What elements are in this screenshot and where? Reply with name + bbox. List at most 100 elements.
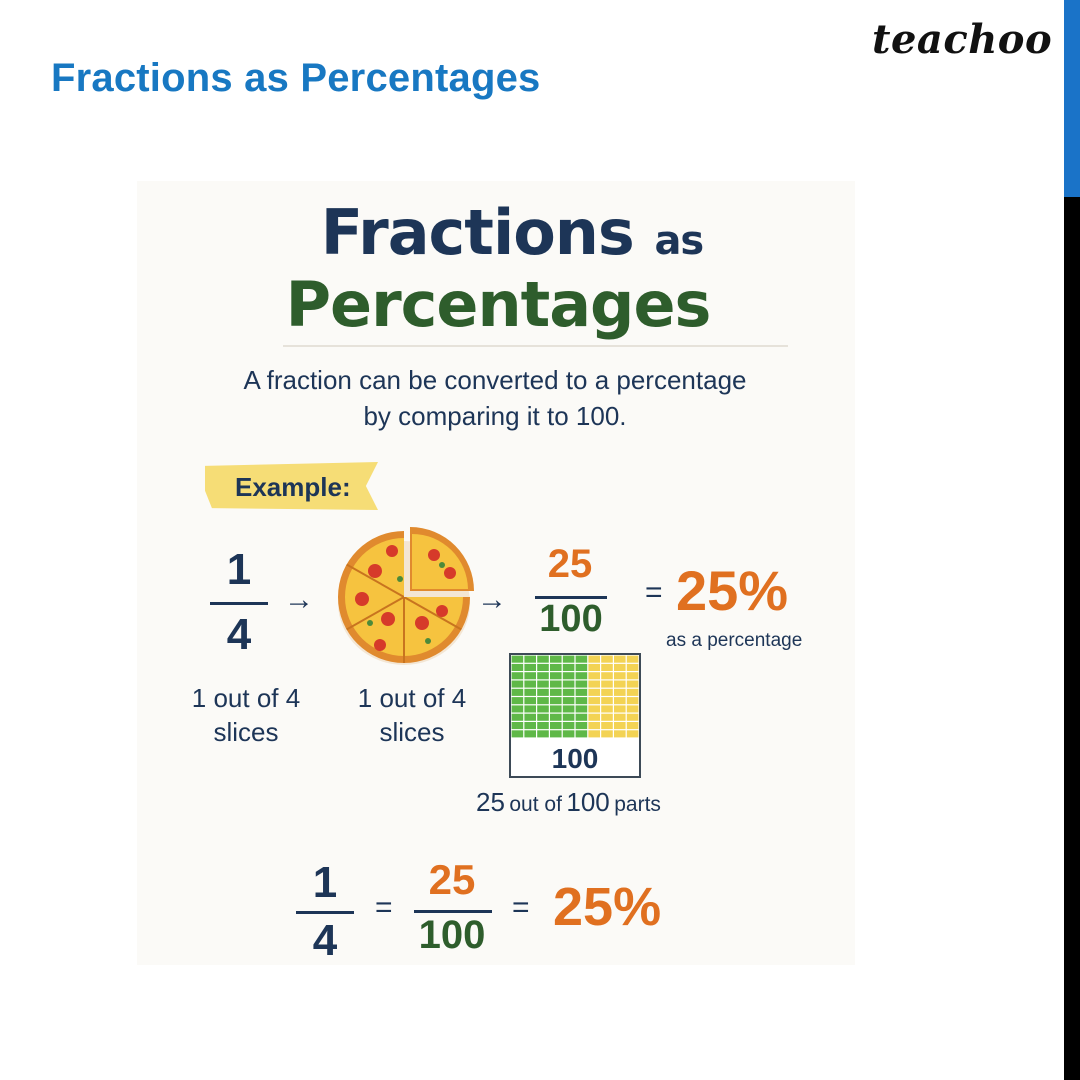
grid-cell [511, 713, 524, 721]
grid-cell [626, 697, 639, 705]
grid-cell [562, 713, 575, 721]
hundred-grid: 100 [509, 653, 641, 778]
grid-cell [524, 697, 536, 705]
grid-cell [537, 697, 549, 705]
grid-cell [626, 655, 639, 663]
side-bar [1064, 0, 1080, 1080]
grid-cell [562, 680, 575, 688]
grid-cell [562, 663, 575, 671]
grid-cell [588, 688, 600, 696]
bottom-equiv-numerator: 25 [428, 856, 476, 903]
equals-sign: = [645, 576, 663, 609]
poster-title-as: as [654, 218, 704, 264]
grid-cell [601, 663, 613, 671]
grid-cell [511, 663, 524, 671]
grid-cell [537, 663, 549, 671]
grid-cell [575, 697, 588, 705]
grid-cell [524, 722, 536, 730]
grid-cell [575, 672, 588, 680]
grid-cell [537, 730, 549, 738]
grid-cell [614, 713, 626, 721]
grid-cell [575, 688, 588, 696]
grid-cell [601, 705, 613, 713]
hundred-grid-label: 100 [551, 743, 599, 774]
grid-cell [537, 655, 549, 663]
grid-cell [562, 697, 575, 705]
grid-cell [575, 730, 588, 738]
bottom-equals-1: = [375, 891, 393, 924]
hundred-grid-cells [511, 655, 639, 738]
grid-caption-mid: out of [509, 793, 562, 816]
grid-cell [562, 722, 575, 730]
grid-cell [626, 663, 639, 671]
grid-cell [588, 713, 600, 721]
percent-value: 25% [676, 559, 789, 622]
pizza-caption-line2: slices [379, 717, 445, 747]
equiv-denominator: 100 [539, 598, 603, 640]
grid-cell [562, 730, 575, 738]
grid-cell [626, 680, 639, 688]
bottom-fraction-bar [296, 911, 354, 914]
fraction-bar [210, 602, 268, 605]
grid-caption: 25 out of 100 parts [476, 787, 661, 818]
title-divider [283, 345, 788, 347]
fraction-denominator: 4 [226, 610, 252, 659]
grid-cell [614, 688, 626, 696]
grid-cell [614, 730, 626, 738]
grid-cell [575, 655, 588, 663]
grid-cell [537, 688, 549, 696]
pizza-icon [338, 527, 474, 665]
teachoo-logo: teachoo [872, 16, 1053, 63]
grid-cell [601, 655, 613, 663]
grid-cell [626, 713, 639, 721]
bottom-equiv-denominator: 100 [418, 913, 486, 957]
grid-cell [575, 680, 588, 688]
grid-cell [601, 730, 613, 738]
grid-cell [524, 680, 536, 688]
grid-caption-end: parts [614, 793, 661, 816]
grid-cell [511, 697, 524, 705]
bottom-fraction-denominator: 4 [312, 916, 338, 965]
bottom-fraction-numerator: 1 [312, 858, 338, 907]
grid-cell [537, 672, 549, 680]
grid-cell [575, 663, 588, 671]
grid-cell [588, 697, 600, 705]
grid-cell [550, 680, 562, 688]
poster-title-fractions: Fractions [320, 196, 635, 269]
grid-cell [614, 672, 626, 680]
grid-cell [550, 730, 562, 738]
grid-cell [550, 722, 562, 730]
grid-cell [511, 688, 524, 696]
description-line1: A fraction can be converted to a percent… [243, 365, 747, 395]
grid-cell [601, 713, 613, 721]
pizza-caption-line1: 1 out of 4 [357, 683, 467, 713]
grid-cell [524, 688, 536, 696]
fraction-caption-line2: slices [213, 717, 279, 747]
grid-cell [550, 705, 562, 713]
grid-cell [537, 705, 549, 713]
grid-cell [524, 655, 536, 663]
grid-cell [601, 688, 613, 696]
infographic-panel [137, 181, 855, 965]
grid-cell [626, 730, 639, 738]
grid-cell [575, 705, 588, 713]
grid-cell [550, 697, 562, 705]
arrow-to-pizza: → [284, 583, 314, 616]
grid-cell [524, 730, 536, 738]
grid-cell [588, 730, 600, 738]
pizza-caption: 1 out of 4 slices [344, 681, 480, 749]
grid-cell [524, 713, 536, 721]
grid-cell [588, 705, 600, 713]
fraction-numerator: 1 [226, 545, 252, 594]
grid-cell [575, 722, 588, 730]
grid-cell [614, 705, 626, 713]
example-label: Example: [235, 472, 351, 502]
bottom-equals-2: = [512, 891, 530, 924]
grid-cell [588, 722, 600, 730]
grid-cell [537, 680, 549, 688]
grid-cell [511, 655, 524, 663]
grid-cell [524, 672, 536, 680]
grid-cell [562, 705, 575, 713]
slide-title: Fractions as Percentages [51, 56, 541, 100]
grid-cell [626, 705, 639, 713]
